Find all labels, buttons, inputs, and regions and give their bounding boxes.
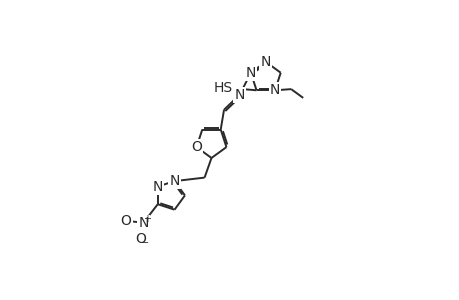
Text: +: + [143,214,151,224]
Text: N: N [260,55,270,69]
Text: N: N [152,180,162,194]
Text: N: N [245,66,256,80]
Text: HS: HS [213,81,232,95]
Text: N: N [138,216,148,230]
Text: −: − [140,238,148,248]
Text: O: O [135,232,146,246]
Text: N: N [169,174,179,188]
Text: O: O [190,140,202,154]
Text: O: O [120,214,131,228]
Text: N: N [234,88,244,102]
Text: N: N [269,83,280,97]
